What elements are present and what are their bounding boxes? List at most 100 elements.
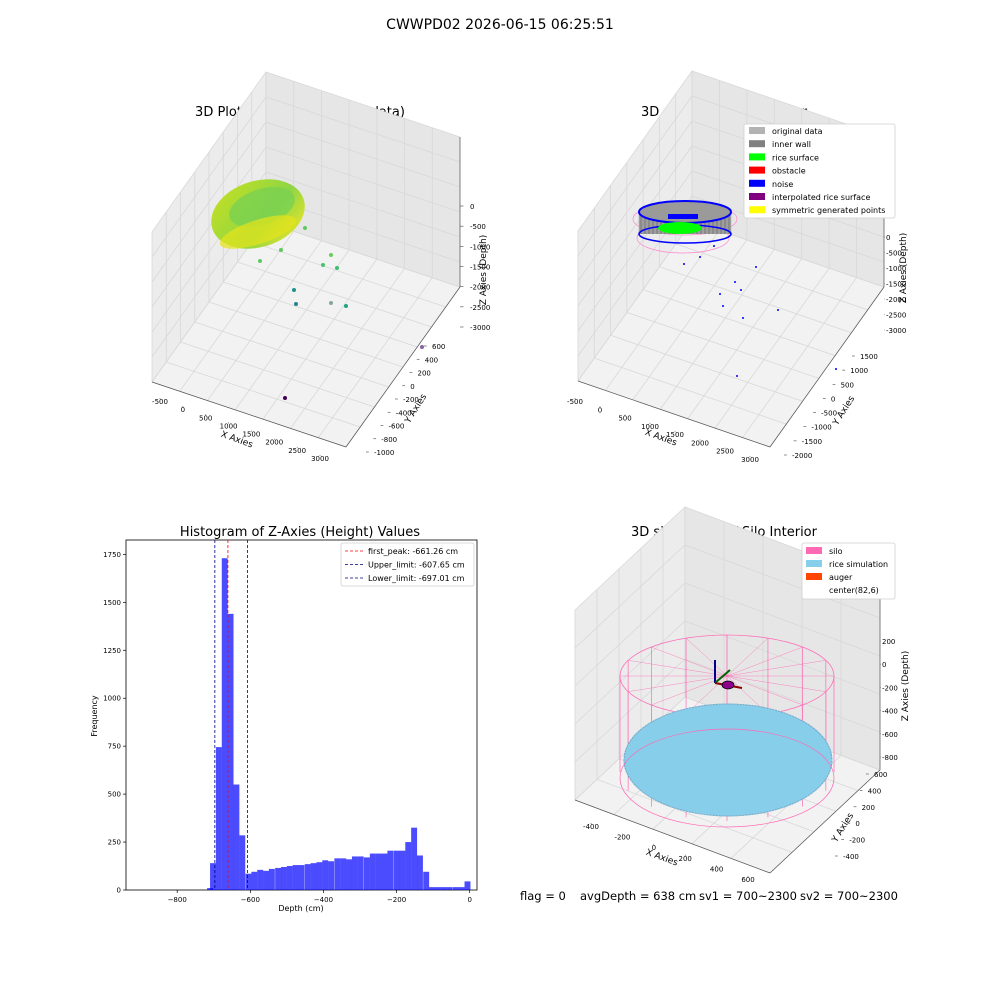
- histogram-bar: [405, 842, 412, 890]
- noise-point: [777, 309, 779, 311]
- legend-swatch: [749, 206, 765, 214]
- x-tick-label: 0: [598, 406, 602, 414]
- z-axis-label: Z Axies (Depth): [901, 651, 911, 722]
- histogram-bar: [322, 860, 329, 890]
- grid-line: [594, 357, 787, 425]
- x-tick-label: 1000: [641, 423, 659, 431]
- footer-avg-depth: avgDepth = 638 cm: [580, 889, 697, 903]
- x-axis-label: X Axies: [644, 848, 679, 869]
- scatter-point: [321, 263, 325, 267]
- histogram-bar: [417, 855, 423, 890]
- y-tick-label: 1000: [103, 695, 121, 703]
- x-axis-line: [574, 799, 771, 874]
- center-axis-y: [714, 669, 731, 684]
- y-tick-label: -400: [396, 409, 412, 417]
- z-tick-label: 0: [470, 203, 474, 211]
- floor-pane: [578, 221, 884, 447]
- silo-roof-spoke: [726, 660, 826, 677]
- grid-line: [577, 70, 885, 232]
- x-tick-label: 1500: [243, 431, 261, 439]
- x-axis-line: [577, 380, 771, 448]
- histogram-bar: [429, 887, 435, 890]
- y-tick-label: 500: [841, 381, 854, 389]
- y-axis-line: [769, 286, 885, 448]
- z-tick-label: -500: [886, 250, 902, 258]
- histogram-bar: [210, 863, 216, 890]
- scatter-point: [303, 226, 307, 230]
- legend-swatch: [806, 547, 822, 554]
- panel-3-title: Histogram of Z-Axies (Height) Values: [180, 525, 420, 540]
- legend: original data inner wall rice surface obsta…: [743, 123, 896, 219]
- y-tick-label: 400: [425, 356, 438, 364]
- scatter-point: [258, 259, 262, 263]
- y-tick-label: -200: [849, 837, 865, 845]
- legend-label: noise: [772, 180, 793, 189]
- y-tick-label: 1500: [103, 599, 121, 607]
- grid-line: [610, 334, 803, 402]
- grid-line: [626, 312, 819, 379]
- y-tick-label: 200: [418, 370, 431, 378]
- noise-point: [742, 317, 744, 319]
- y-tick-label: -400: [843, 853, 859, 861]
- histogram-bar: [328, 861, 335, 890]
- silo-bottom-rim: [619, 728, 835, 828]
- z-tick-label: -3000: [886, 327, 906, 335]
- histogram-bar: [233, 784, 240, 890]
- grid-line: [596, 779, 793, 853]
- histogram-bar: [458, 887, 465, 890]
- x-tick-label: −400: [314, 896, 333, 904]
- histogram-bar: [263, 870, 269, 890]
- histogram-bar: [440, 887, 447, 890]
- y-tick-label: 750: [108, 743, 121, 751]
- y-axis-label: Frequency: [90, 695, 99, 737]
- grid-line: [208, 301, 404, 368]
- grid-line: [675, 243, 868, 311]
- x-tick-label: 2000: [265, 439, 283, 447]
- legend-frame: [743, 123, 896, 219]
- histogram-bar: [357, 856, 364, 890]
- grid-line: [714, 267, 830, 429]
- scatter-point: [420, 345, 424, 349]
- noise-point: [835, 368, 837, 370]
- y-tick-label: -200: [403, 396, 419, 404]
- y-tick-label: -600: [389, 423, 405, 431]
- z-tick-label: 0: [886, 234, 890, 242]
- z-tick-label: -2000: [886, 296, 906, 304]
- histogram-bar: [298, 865, 305, 890]
- y-tick-label: -500: [821, 410, 837, 418]
- grid-line: [151, 96, 461, 258]
- histogram-bar: [434, 887, 441, 890]
- footer-sv1: sv1 = 700~2300: [699, 889, 797, 903]
- rice-surface-points: [658, 222, 702, 234]
- silo-roof-spoke: [726, 675, 826, 692]
- silo-roof-spoke: [726, 675, 803, 706]
- legend-swatch: [749, 140, 765, 148]
- left-wall-pane: [575, 507, 685, 800]
- z-tick-label: -600: [882, 731, 898, 739]
- z-tick-label: 200: [882, 638, 895, 646]
- grid-line: [659, 249, 775, 410]
- grid-line: [574, 620, 881, 725]
- y-tick-label: -800: [381, 436, 397, 444]
- histogram-bar: [369, 853, 376, 890]
- histogram-bar: [245, 873, 252, 890]
- silo-roof-spoke: [685, 637, 728, 677]
- noise-cluster: [668, 214, 698, 219]
- grid-line: [687, 258, 803, 419]
- grid-line: [180, 341, 375, 408]
- legend-swatch: [749, 153, 765, 161]
- histogram-bar: [381, 853, 388, 890]
- scatter-point: [329, 301, 333, 305]
- grid-line: [574, 582, 881, 687]
- histogram-plot-area: [125, 539, 478, 891]
- histogram-bar: [387, 850, 394, 890]
- y-tick-label: 1750: [103, 551, 121, 559]
- scatter-point: [335, 266, 339, 270]
- panel-raw-data-3d: 3D Plot of Silo Interior(row data)-50005…: [151, 71, 490, 463]
- noise-ring-top: [638, 200, 732, 224]
- figure-title: CWWPD02 2026-06-15 06:25:51: [386, 17, 614, 33]
- noise-point: [713, 245, 715, 247]
- histogram-legend: first_peak: -661.26 cm Upper_limit: -607.…: [340, 542, 475, 587]
- x-tick-label: 3000: [741, 456, 759, 464]
- y-tick-label: 400: [868, 787, 881, 795]
